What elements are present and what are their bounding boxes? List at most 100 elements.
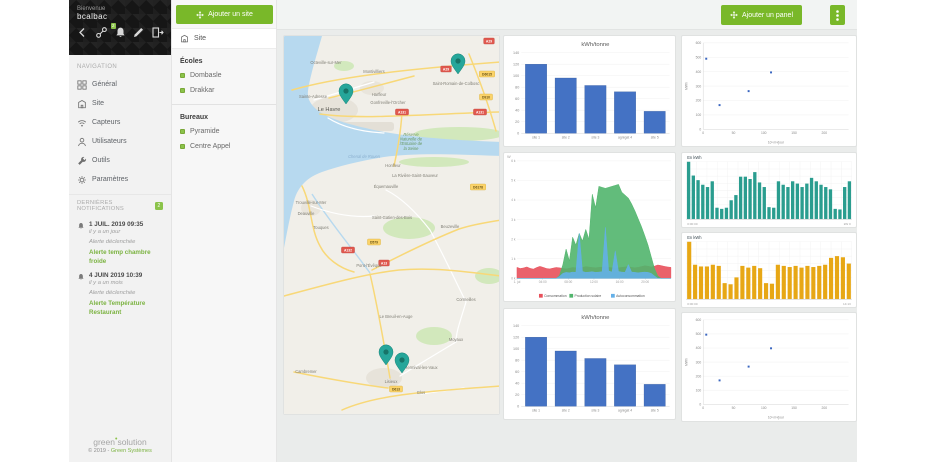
- map-label: La Rivière-Saint-Sauveur: [392, 173, 438, 178]
- sidebar-item-utilisateurs[interactable]: Utilisateurs: [69, 132, 171, 151]
- svg-text:16:00: 16:00: [616, 280, 624, 284]
- more-options-button[interactable]: [830, 5, 845, 25]
- svg-text:40: 40: [515, 381, 519, 385]
- chart-energy-day[interactable]: 0 k 1 k 2 k 3 k 4 k 5 k 6 k W 1. jul 04:00 08:00 12…: [503, 152, 676, 302]
- map-pin[interactable]: [450, 53, 466, 75]
- site-tab[interactable]: Site: [172, 28, 276, 49]
- svg-text:50: 50: [732, 406, 736, 410]
- road-badge-label: A13: [381, 262, 387, 266]
- road-badge: [473, 108, 487, 116]
- map-pin[interactable]: [378, 344, 394, 366]
- map-pin[interactable]: [338, 83, 354, 105]
- edit-pencil-icon[interactable]: [132, 26, 145, 39]
- svg-text:Production solaire: Production solaire: [575, 294, 602, 298]
- map-panel: A29 A29 D6015 D910 A131 A131 D6178 D579 A132 A13 D…: [283, 35, 500, 415]
- map-minor-roads: [310, 81, 467, 395]
- chart-scatter-bottom[interactable]: 0 100 200 300 400 500 600 0 50 100 150 200 10³ m²/jo…: [681, 312, 857, 422]
- map-label: Le Havre: [318, 107, 341, 113]
- svg-text:10³ m²/jour: 10³ m²/jour: [768, 141, 785, 145]
- vertical-dots-icon: [836, 9, 839, 21]
- sidebar-item-parametres[interactable]: Paramètres: [69, 170, 171, 189]
- svg-text:site 3: site 3: [591, 409, 599, 413]
- svg-text:0: 0: [517, 132, 519, 136]
- svg-text:site 5: site 5: [651, 136, 659, 140]
- bell-badge: 2: [110, 23, 117, 29]
- svg-text:140: 140: [513, 324, 519, 328]
- map-label: Réserve Naturelle de l'Estuaire de la Seine: [400, 132, 423, 151]
- svg-text:100: 100: [513, 347, 519, 351]
- scatter-top: 0 100 200 300 400 500 600 0 50 100 150 200 10³ m²/jo…: [684, 41, 849, 145]
- notification-item[interactable]: 4 JUIN 2019 10:39 il y a un mois Alerte …: [69, 268, 171, 319]
- svg-text:300: 300: [696, 360, 702, 364]
- svg-text:site 1: site 1: [532, 136, 540, 140]
- logout-icon[interactable]: [151, 26, 164, 39]
- hist-teal: En kWh 0:00:00 kW 0: [686, 155, 852, 226]
- svg-text:0: 0: [702, 131, 704, 135]
- sidebar-item-site[interactable]: Site: [69, 94, 171, 113]
- svg-text:120: 120: [513, 335, 519, 339]
- link-icon[interactable]: [95, 26, 108, 39]
- site-status-square: [180, 129, 185, 134]
- sidebar-item-general[interactable]: Général: [69, 75, 171, 94]
- svg-text:1 k: 1 k: [511, 257, 516, 261]
- svg-text:12:00: 12:00: [590, 280, 598, 284]
- site-item-dombasle[interactable]: Dombasle: [172, 68, 276, 83]
- svg-text:20: 20: [515, 393, 519, 397]
- svg-text:site 2: site 2: [562, 136, 570, 140]
- svg-text:3 k: 3 k: [511, 218, 516, 222]
- svg-text:0: 0: [517, 405, 519, 409]
- svg-text:Consommation: Consommation: [544, 294, 567, 298]
- dashboard-main: Ajouter un panel: [277, 0, 857, 462]
- chart-scatter-top[interactable]: 0 100 200 300 400 500 600 0 50 100 150 200 10³ m²/jo…: [681, 35, 857, 147]
- chart-kwh-tonne-bottom[interactable]: 0 20 40 60 80 100 120 140 kWh/tonne site 1 site 2 s…: [503, 308, 676, 420]
- bell-icon: [78, 222, 84, 229]
- energy-day: 0 k 1 k 2 k 3 k 4 k 5 k 6 kW 1. jul 04:00 08:00 12…: [507, 155, 672, 298]
- road-badge: [479, 93, 493, 101]
- site-item-pyramide[interactable]: Pyramide: [172, 124, 276, 139]
- chart-hist-amber[interactable]: En kWh 0:00:00 14:13: [681, 232, 857, 308]
- map-label: Glos: [417, 390, 425, 395]
- move-plus-icon: [730, 11, 738, 19]
- svg-text:site 1: site 1: [532, 409, 540, 413]
- svg-text:08:00: 08:00: [564, 280, 572, 284]
- svg-text:04:00: 04:00: [539, 280, 547, 284]
- site-item-drakkar[interactable]: Drakkar: [172, 83, 276, 98]
- road-badge: [440, 65, 452, 73]
- svg-text:0: 0: [702, 406, 704, 410]
- collapse-sidebar-icon[interactable]: [76, 26, 89, 39]
- sidebar-item-label: Général: [92, 81, 117, 88]
- map-label: Hermival-les-Vaux: [404, 365, 437, 370]
- notifications-count-badge: 2: [155, 202, 163, 210]
- svg-text:500: 500: [696, 332, 702, 336]
- site-item-label: Pyramide: [190, 128, 220, 135]
- chart-kwh-tonne-top[interactable]: 0 20 40 60 80 100 120 140 kWh/tonne site 1 site 2 s…: [503, 35, 676, 147]
- chart-hist-teal[interactable]: En kWh 0:00:00 kW 0: [681, 152, 857, 228]
- map-pin[interactable]: [394, 352, 410, 374]
- map-label: Saint-Gatien-des-Bois: [372, 215, 412, 220]
- river-touques: [311, 193, 371, 274]
- add-site-button[interactable]: Ajouter un site: [176, 5, 273, 24]
- svg-text:kWh/tonne: kWh/tonne: [581, 42, 609, 48]
- map[interactable]: A29 A29 D6015 D910 A131 A131 D6178 D579 A132 A13 D…: [284, 36, 500, 415]
- map-overlay: A29 A29 D6015 D910 A131 A131 D6178 D579 A132 A13 D…: [295, 37, 495, 395]
- notifications-title: DERNIÈRES NOTIFICATIONS: [77, 200, 124, 212]
- move-plus-icon: [196, 10, 204, 19]
- notification-item[interactable]: 1 JUIL. 2019 09:35 il y a un jour Alerte…: [69, 217, 171, 268]
- sidebar-item-capteurs[interactable]: Capteurs: [69, 113, 171, 132]
- notification-ago: il y a un jour: [89, 229, 121, 235]
- map-label: Touques: [313, 225, 328, 230]
- svg-text:40: 40: [515, 108, 519, 112]
- username: bcalbac: [77, 12, 108, 21]
- add-panel-button[interactable]: Ajouter un panel: [721, 5, 802, 25]
- road-badge-label: D6015: [482, 73, 492, 77]
- notifications-bell-icon[interactable]: 2: [110, 23, 127, 39]
- site-item-centre-appel[interactable]: Centre Appel: [172, 139, 276, 154]
- map-label: Le Breuil-en-Auge: [380, 314, 414, 319]
- svg-text:2 k: 2 k: [511, 237, 516, 241]
- svg-text:80: 80: [515, 358, 519, 362]
- sidebar-item-outils[interactable]: Outils: [69, 151, 171, 170]
- grid-icon: [77, 79, 87, 90]
- map-label: Harfleur: [372, 92, 387, 97]
- brand-dot: •: [114, 436, 118, 444]
